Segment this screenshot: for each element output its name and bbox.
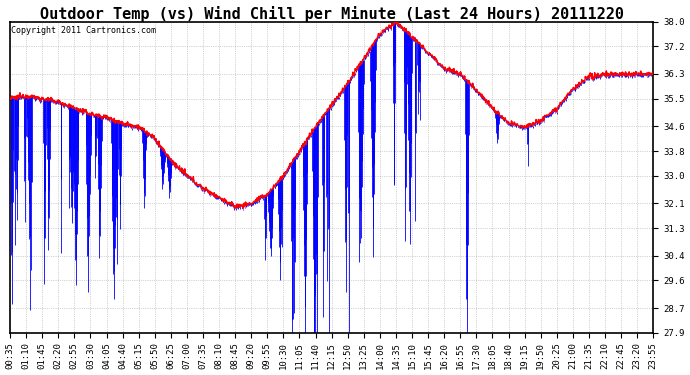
Text: Copyright 2011 Cartronics.com: Copyright 2011 Cartronics.com	[11, 26, 157, 35]
Title: Outdoor Temp (vs) Wind Chill per Minute (Last 24 Hours) 20111220: Outdoor Temp (vs) Wind Chill per Minute …	[39, 6, 624, 21]
